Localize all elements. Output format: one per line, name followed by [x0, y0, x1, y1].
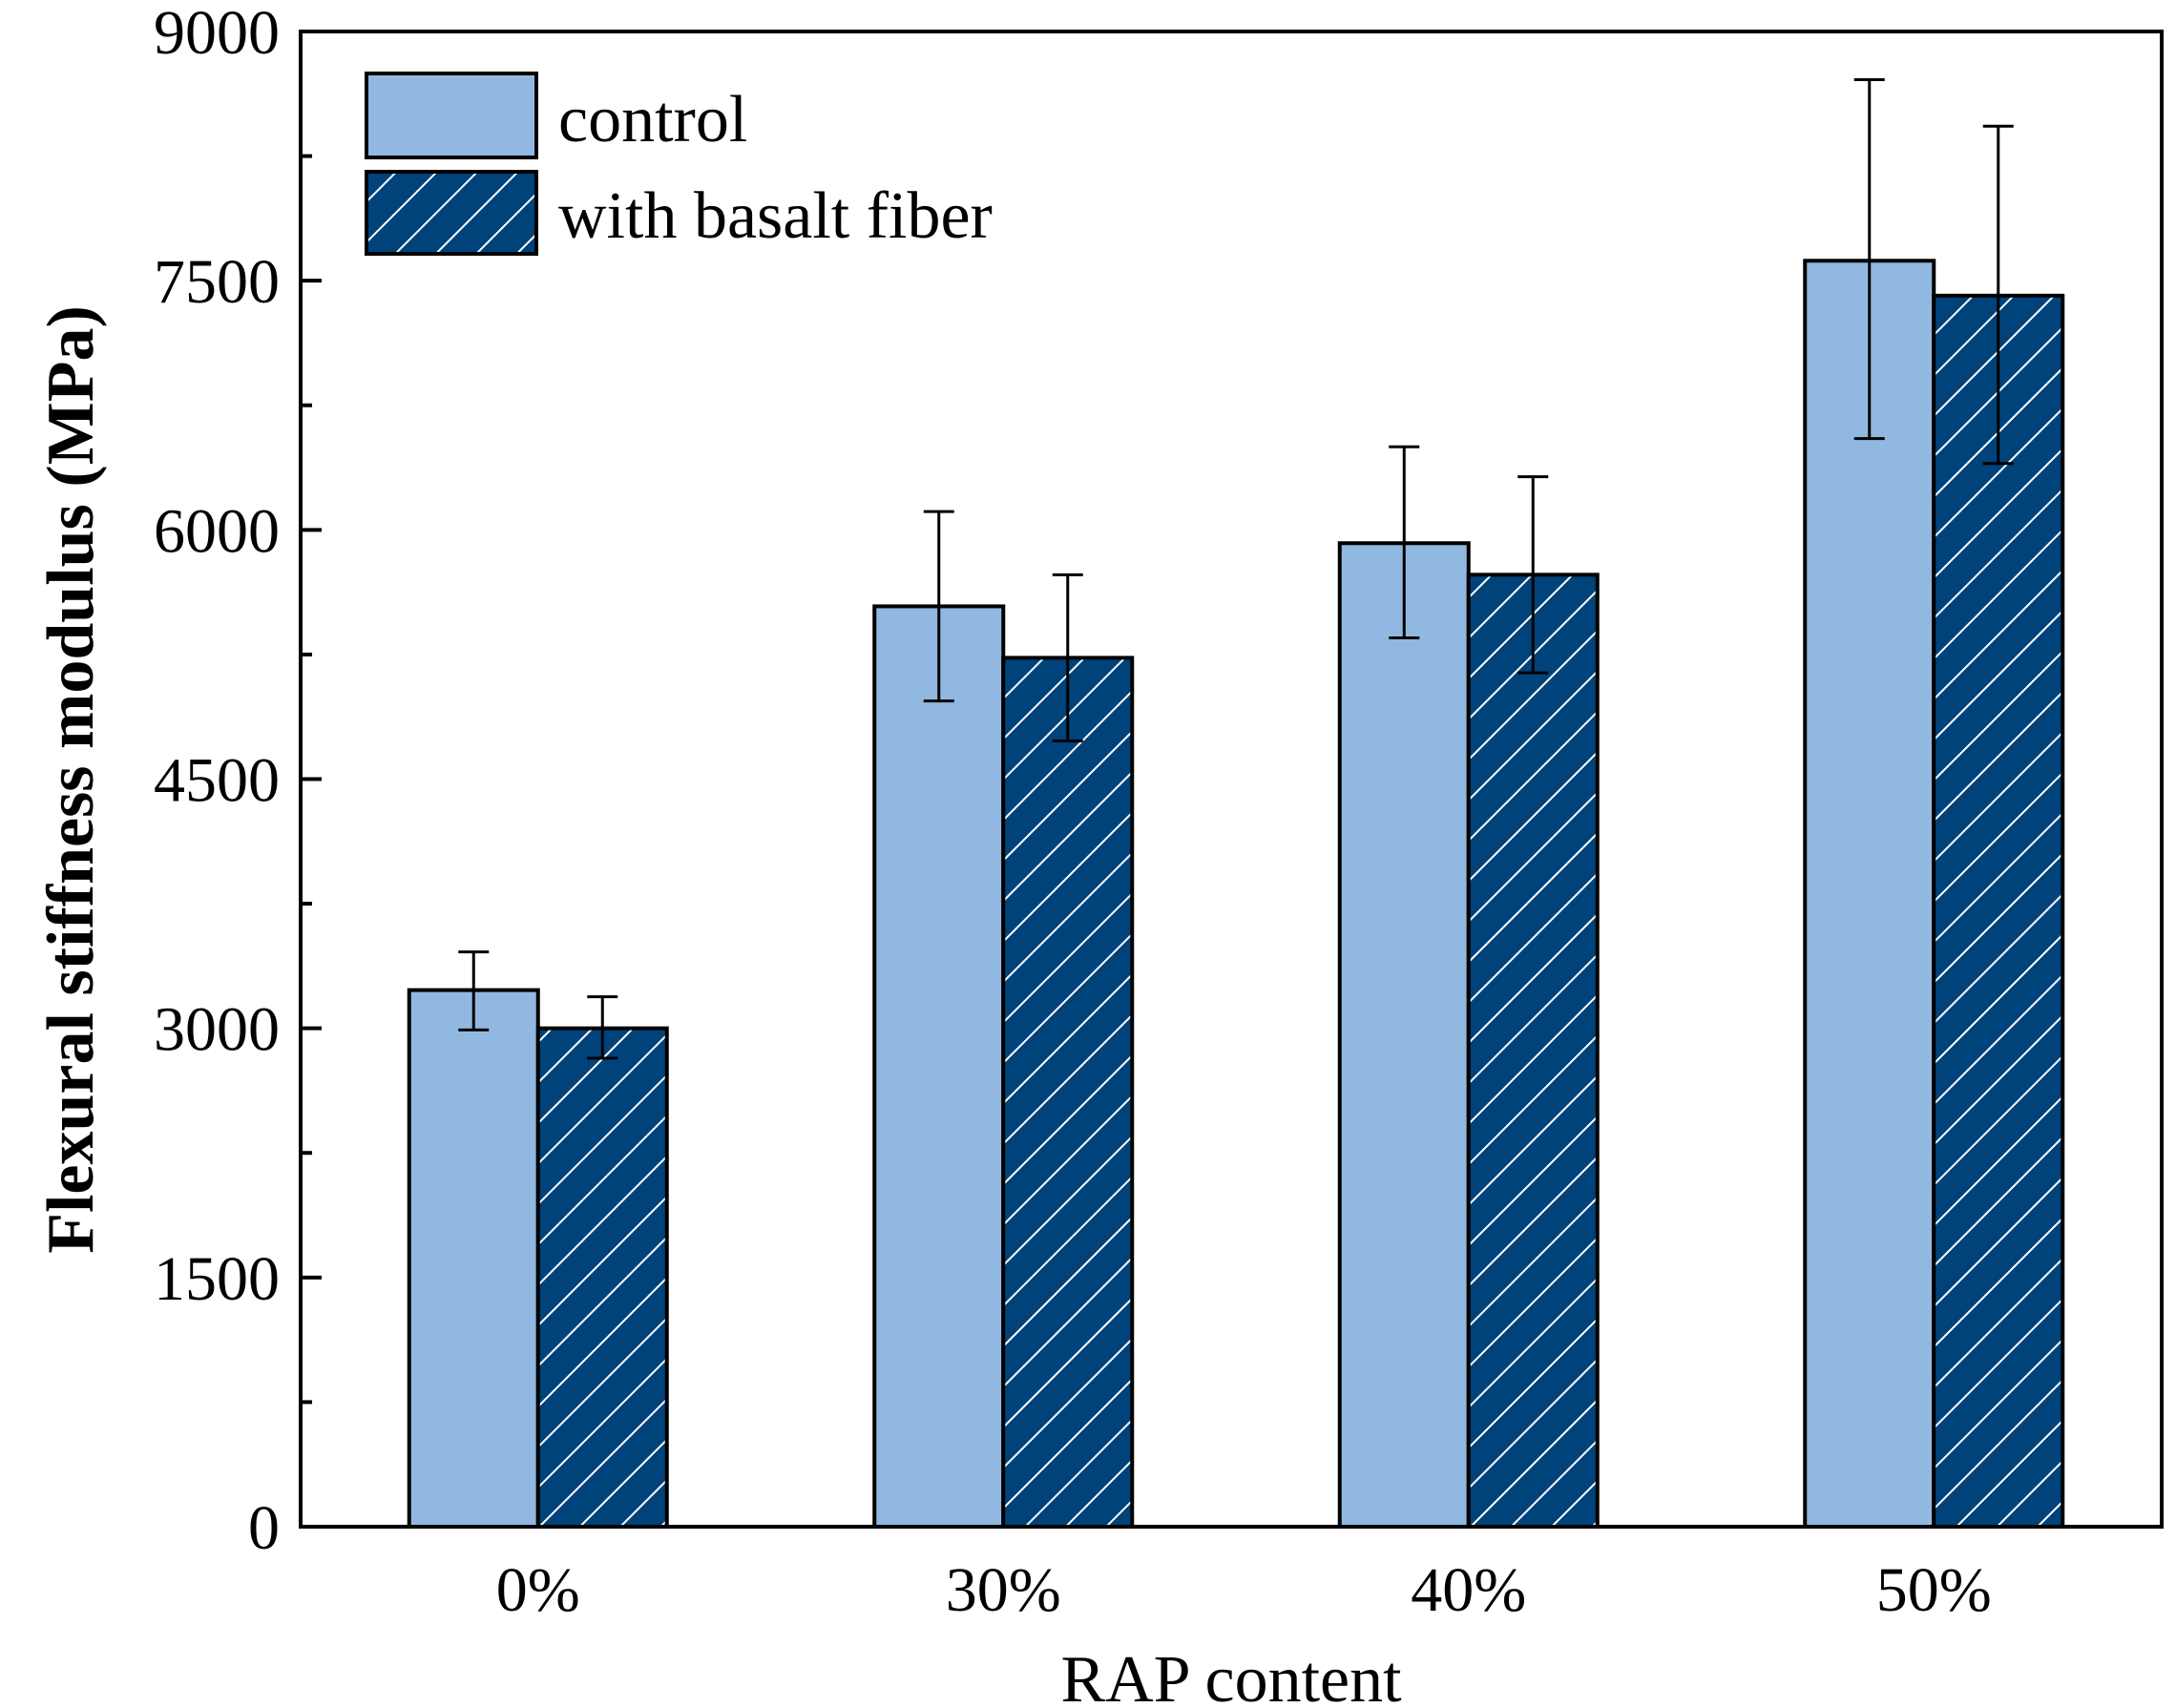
y-tick-label-7500: 7500	[154, 247, 280, 317]
x-tick-label-3: 50%	[1876, 1555, 1992, 1625]
bars-group	[407, 259, 2065, 1530]
bar-control-3	[1803, 259, 1936, 1530]
legend-swatch-basalt-fiber	[365, 170, 538, 256]
bar-basalt-fiber-2	[1466, 573, 1600, 1529]
x-axis-title: RAP content	[1060, 1643, 1402, 1708]
y-tick-label-6000: 6000	[154, 496, 280, 566]
x-tick-label-1: 30%	[946, 1555, 1061, 1625]
x-tick-label-0: 0%	[496, 1555, 580, 1625]
bar-control-1	[872, 604, 1006, 1529]
bar-control-0	[407, 988, 540, 1529]
bar-basalt-fiber-1	[1001, 656, 1135, 1529]
bar-basalt-fiber-0	[535, 1026, 669, 1529]
y-axis-title: Flexural stiffness modulus (MPa)	[34, 305, 108, 1254]
y-tick-label-3000: 3000	[154, 995, 280, 1065]
x-axis-ticks: 0% 30% 40% 50%	[496, 1506, 1992, 1625]
legend-swatch-control	[365, 72, 538, 159]
x-tick-label-2: 40%	[1411, 1555, 1526, 1625]
bar-basalt-fiber-3	[1932, 293, 2065, 1529]
y-axis-ticks: 0 1500 3000 4500 6000 7500 9000	[154, 0, 322, 1563]
y-tick-label-9000: 9000	[154, 0, 280, 68]
y-tick-label-4500: 4500	[154, 746, 280, 816]
y-tick-label-1500: 1500	[154, 1244, 280, 1314]
legend-label-basalt-fiber: with basalt fiber	[558, 179, 993, 253]
bar-control-2	[1337, 541, 1471, 1529]
legend: control with basalt fiber	[365, 72, 993, 256]
y-tick-label-0: 0	[248, 1493, 280, 1563]
error-bars-group	[458, 77, 2014, 1060]
legend-label-control: control	[558, 83, 747, 156]
